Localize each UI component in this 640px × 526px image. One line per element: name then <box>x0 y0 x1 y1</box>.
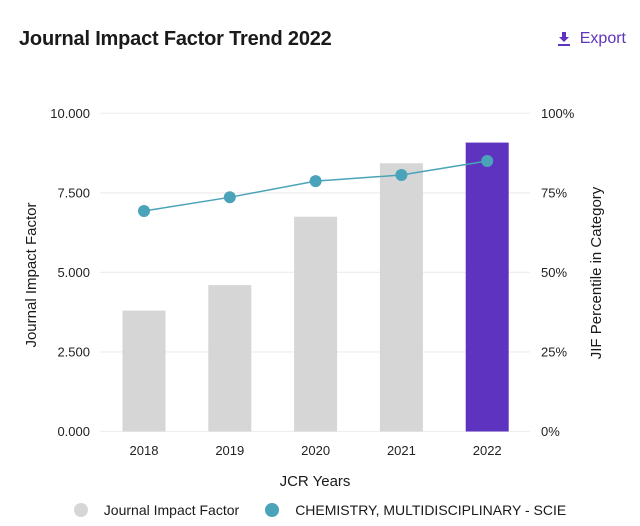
y2-tick-label: 100% <box>541 106 575 121</box>
bar-2020 <box>294 216 338 432</box>
x-tick-label: 2021 <box>387 443 416 458</box>
legend-label: Journal Impact Factor <box>103 502 240 518</box>
legend: Journal Impact Factor CHEMISTRY, MULTIDI… <box>0 502 640 518</box>
line-series <box>138 155 494 217</box>
percentile-point-2019 <box>223 191 236 204</box>
chart-title: Journal Impact Factor Trend 2022 <box>19 28 332 50</box>
bar-2022 <box>465 142 509 432</box>
export-label: Export <box>579 30 626 47</box>
y2-tick-label: 0% <box>541 424 560 439</box>
bar-2019 <box>208 285 252 432</box>
percentile-point-2021 <box>395 169 408 182</box>
legend-item-percentile[interactable]: CHEMISTRY, MULTIDISCIPLINARY - SCIE <box>265 502 566 518</box>
y2-tick-label: 75% <box>541 185 567 200</box>
x-axis-title: JCR Years <box>280 473 351 490</box>
percentile-point-2020 <box>309 175 322 188</box>
legend-swatch-bar <box>73 503 88 517</box>
bar-2021 <box>379 163 423 432</box>
y2-tick-label: 25% <box>541 344 567 359</box>
y-tick-label: 5.000 <box>57 265 90 280</box>
legend-swatch-line <box>265 503 280 517</box>
legend-item-jif[interactable]: Journal Impact Factor <box>73 502 240 518</box>
y-tick-label: 2.500 <box>57 344 90 359</box>
download-icon <box>557 32 570 46</box>
x-tick-label: 2020 <box>301 443 330 458</box>
x-tick-label: 2019 <box>215 443 244 458</box>
bar-2018 <box>122 310 166 432</box>
export-button[interactable]: Export <box>557 30 626 48</box>
x-axis-ticks: 2018 2019 2020 2021 2022 <box>130 443 502 458</box>
x-tick-label: 2022 <box>473 443 502 458</box>
bar-series <box>122 142 509 432</box>
y2-axis-ticks: 0% 25% 50% 75% 100% <box>541 106 575 439</box>
percentile-point-2018 <box>138 204 150 217</box>
y2-tick-label: 50% <box>541 265 567 280</box>
y-tick-label: 0.000 <box>57 424 90 439</box>
y-axis-ticks: 0.000 2.500 5.000 7.500 10.000 <box>50 106 90 439</box>
y-tick-label: 7.500 <box>57 185 90 200</box>
y2-axis-title: JIF Percentile in Category <box>588 186 605 359</box>
y-tick-label: 10.000 <box>50 106 90 121</box>
percentile-point-2022 <box>481 155 494 168</box>
x-tick-label: 2018 <box>130 443 159 458</box>
y-axis-title: Journal Impact Factor <box>23 202 40 347</box>
legend-label: CHEMISTRY, MULTIDISCIPLINARY - SCIE <box>295 502 567 518</box>
